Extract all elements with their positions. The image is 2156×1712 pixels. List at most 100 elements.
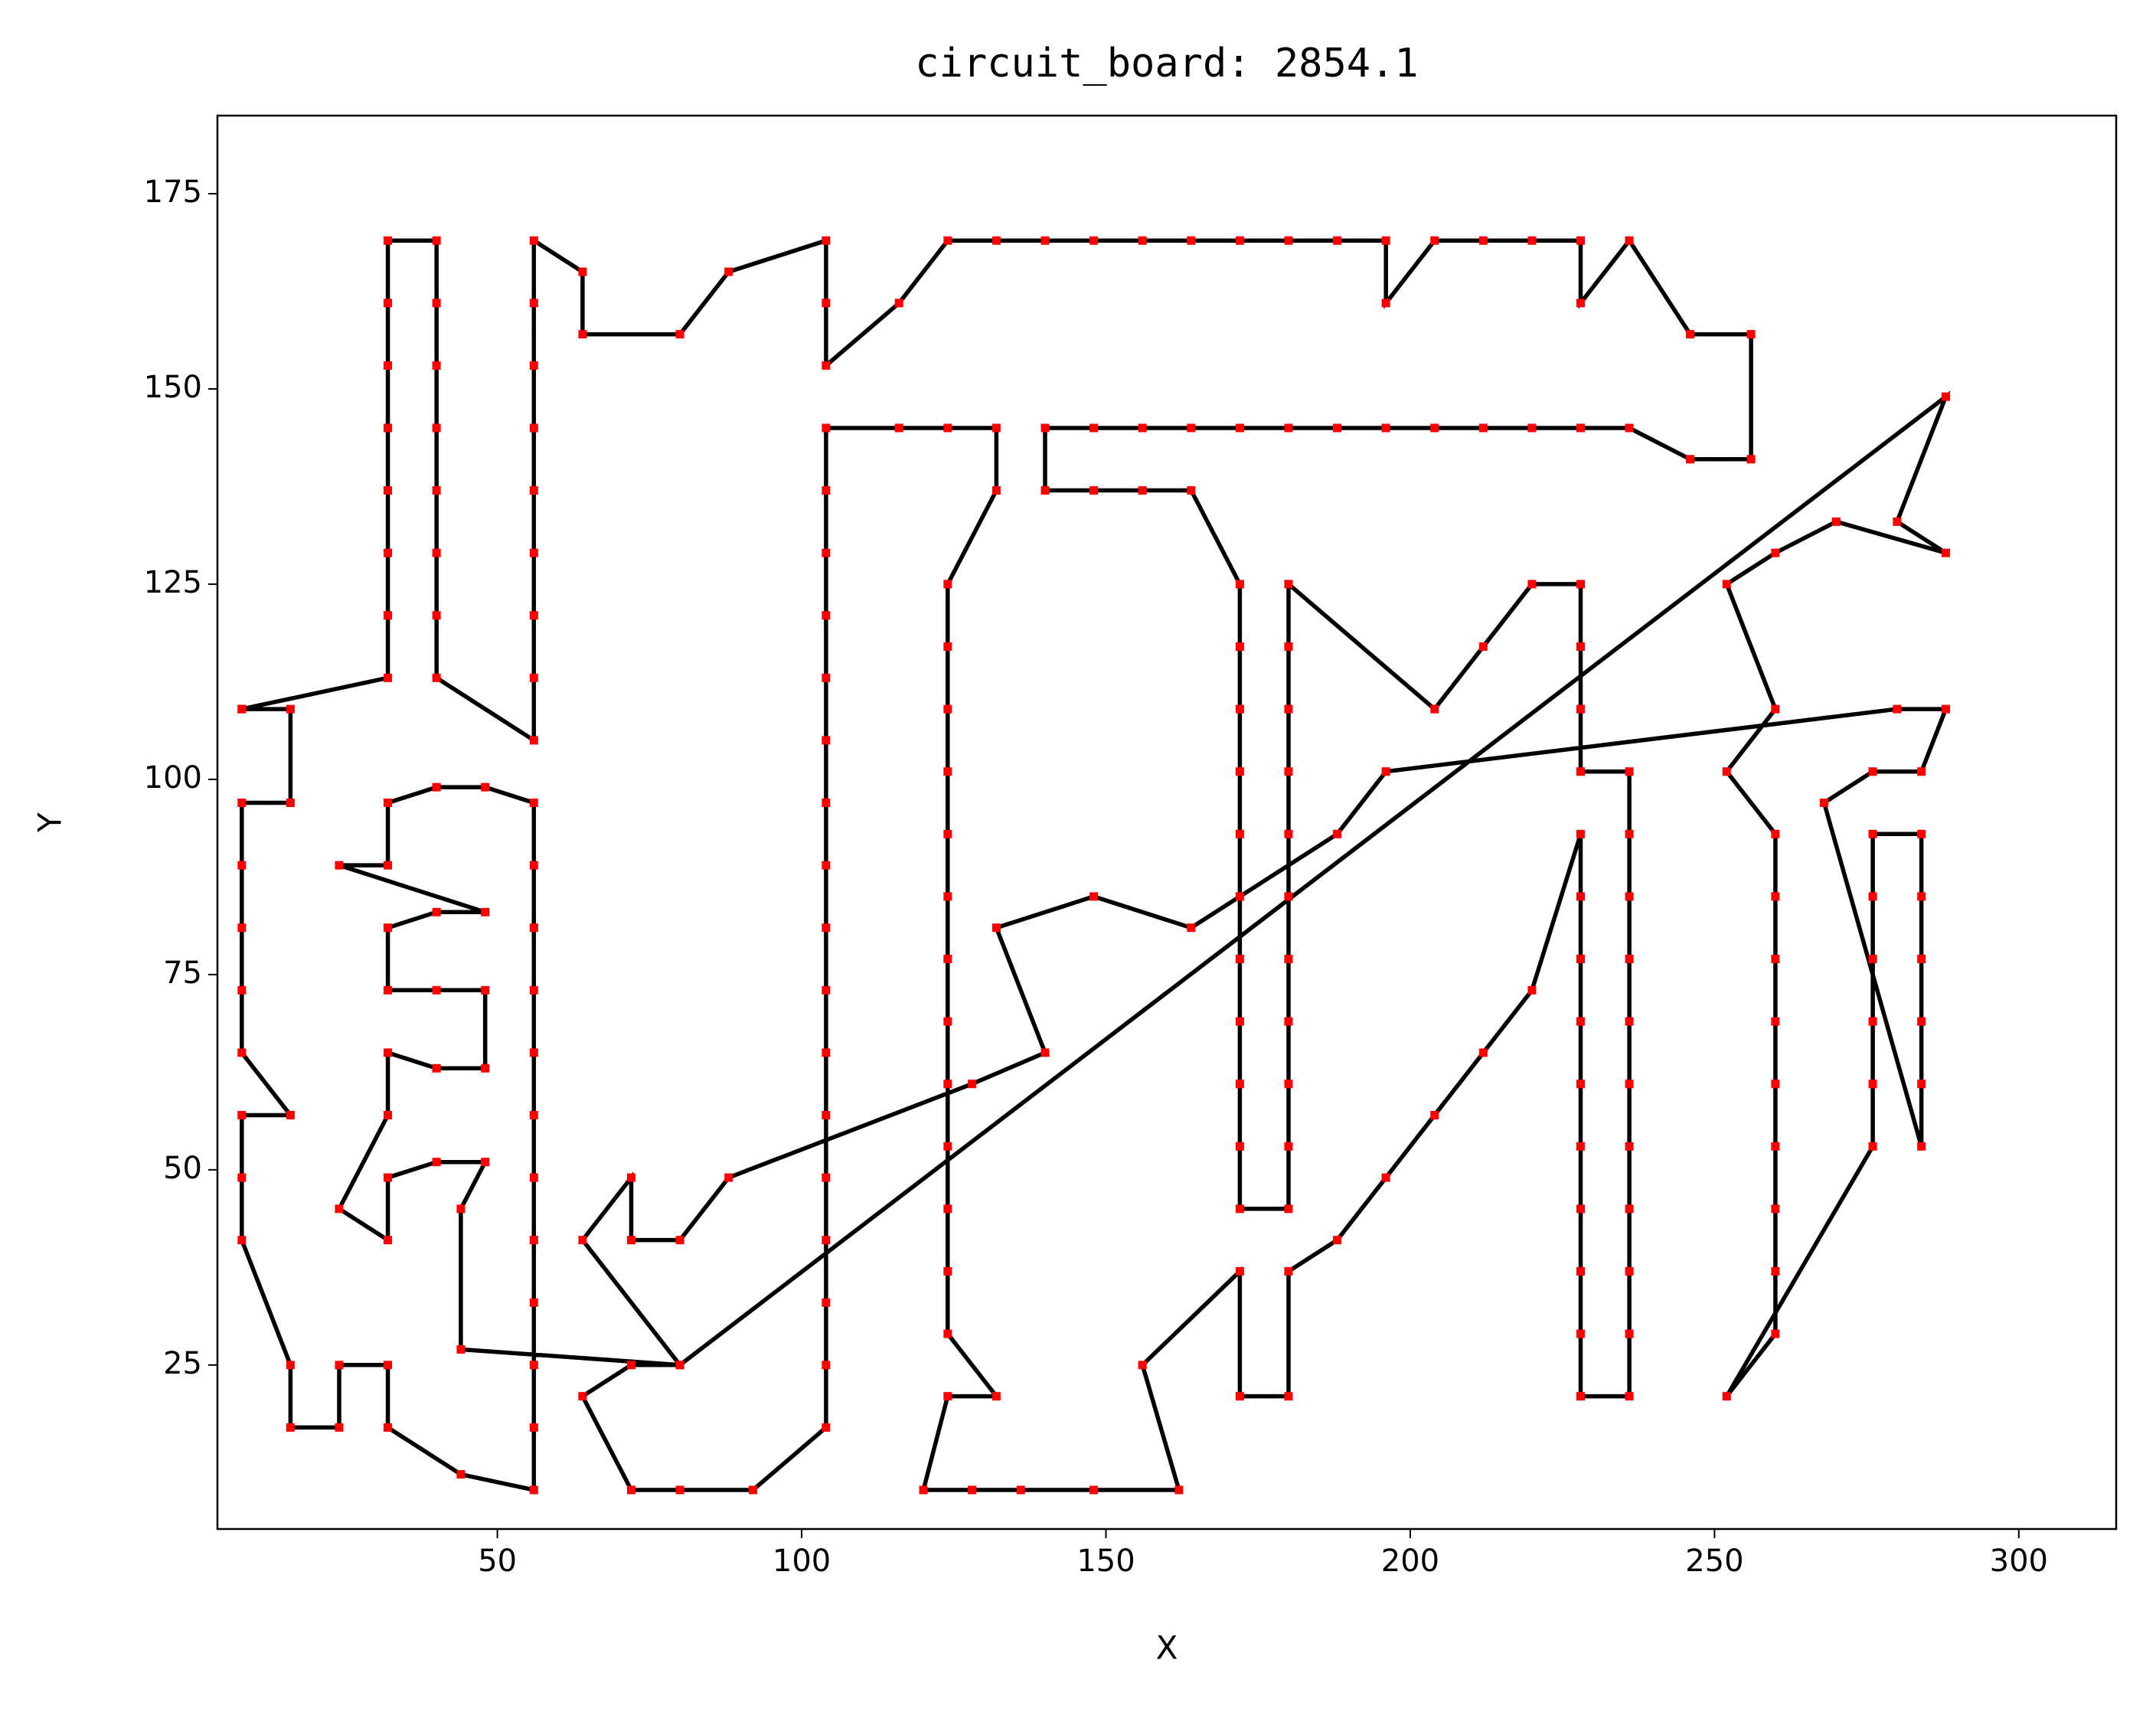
city-marker — [1235, 829, 1244, 838]
city-marker — [1040, 236, 1050, 245]
city-marker — [529, 923, 538, 933]
city-marker — [1771, 1329, 1780, 1338]
city-marker — [1917, 767, 1926, 776]
city-marker — [1917, 1017, 1926, 1026]
city-marker — [1893, 704, 1902, 714]
city-marker — [1576, 642, 1586, 652]
city-marker — [1187, 923, 1196, 933]
y-axis-label: Y — [31, 812, 69, 833]
city-marker — [968, 1485, 977, 1495]
city-marker — [1381, 236, 1390, 245]
city-marker — [529, 861, 538, 870]
city-marker — [943, 892, 952, 901]
city-marker — [1722, 580, 1731, 589]
city-marker — [919, 1485, 928, 1495]
city-marker — [432, 361, 441, 370]
city-marker — [1235, 1266, 1244, 1276]
city-marker — [286, 799, 295, 808]
city-marker — [943, 954, 952, 963]
city-marker — [529, 736, 538, 745]
city-marker — [1746, 455, 1756, 464]
city-marker — [1284, 1266, 1293, 1276]
city-marker — [1381, 1173, 1390, 1182]
city-marker — [237, 1110, 247, 1119]
city-marker — [578, 1236, 587, 1245]
city-marker — [529, 486, 538, 495]
city-marker — [1686, 330, 1695, 339]
city-marker — [1625, 954, 1634, 963]
city-marker — [1576, 580, 1586, 589]
city-marker — [675, 1236, 684, 1245]
city-marker — [1235, 954, 1244, 963]
city-marker — [1868, 1017, 1877, 1026]
city-marker — [335, 1423, 344, 1432]
x-tick-label: 150 — [1076, 1544, 1135, 1579]
city-marker — [1284, 1142, 1293, 1151]
city-marker — [1868, 829, 1877, 838]
city-marker — [724, 267, 733, 276]
city-marker — [991, 923, 1001, 933]
city-marker — [529, 1048, 538, 1057]
city-marker — [456, 1470, 466, 1479]
city-marker — [1284, 1392, 1293, 1401]
city-marker — [1284, 1080, 1293, 1089]
city-marker — [578, 267, 587, 276]
city-marker — [675, 330, 684, 339]
city-marker — [822, 1236, 831, 1245]
city-marker — [1040, 1048, 1050, 1057]
city-marker — [384, 1361, 393, 1370]
city-marker — [335, 1204, 344, 1214]
city-marker — [1284, 829, 1293, 838]
city-marker — [627, 1173, 636, 1182]
plot-frame — [216, 114, 2118, 1531]
city-marker — [384, 1423, 393, 1432]
city-marker — [1235, 423, 1244, 433]
city-marker — [529, 1236, 538, 1245]
city-marker — [724, 1173, 733, 1182]
city-marker — [529, 1485, 538, 1495]
city-marker — [1284, 767, 1293, 776]
city-marker — [384, 985, 393, 995]
city-marker — [1625, 767, 1634, 776]
city-marker — [1187, 236, 1196, 245]
city-marker — [529, 361, 538, 370]
city-marker — [1235, 1142, 1244, 1151]
route-line — [240, 237, 1951, 1493]
city-marker — [1576, 1142, 1586, 1151]
city-marker — [1746, 330, 1756, 339]
city-marker — [432, 486, 441, 495]
y-tick-label: 75 — [163, 956, 202, 991]
city-marker — [432, 1158, 441, 1167]
city-marker — [1771, 1266, 1780, 1276]
city-marker — [627, 1361, 636, 1370]
city-marker — [1235, 767, 1244, 776]
chart-title: circuit_board: 2854.1 — [915, 41, 1418, 87]
city-marker — [1625, 892, 1634, 901]
city-marker — [1722, 1392, 1731, 1401]
city-marker — [384, 1110, 393, 1119]
city-marker — [1625, 236, 1634, 245]
city-marker — [432, 907, 441, 916]
city-marker — [529, 799, 538, 808]
city-marker — [1527, 580, 1537, 589]
city-marker — [943, 1329, 952, 1338]
city-marker — [286, 704, 295, 714]
city-marker — [1284, 1017, 1293, 1026]
y-tick-label: 50 — [163, 1151, 202, 1186]
city-marker — [822, 486, 831, 495]
city-marker — [1576, 299, 1586, 308]
city-marker — [529, 1110, 538, 1119]
city-marker — [1284, 642, 1293, 652]
city-marker — [1819, 799, 1828, 808]
city-marker — [1381, 767, 1390, 776]
city-marker — [1868, 892, 1877, 901]
city-marker — [384, 1236, 393, 1245]
city-marker — [384, 486, 393, 495]
city-marker — [1576, 236, 1586, 245]
city-marker — [529, 299, 538, 308]
city-marker — [1430, 1110, 1439, 1119]
city-marker — [1138, 423, 1147, 433]
city-marker — [894, 423, 903, 433]
city-marker — [943, 236, 952, 245]
city-marker — [456, 1204, 466, 1214]
